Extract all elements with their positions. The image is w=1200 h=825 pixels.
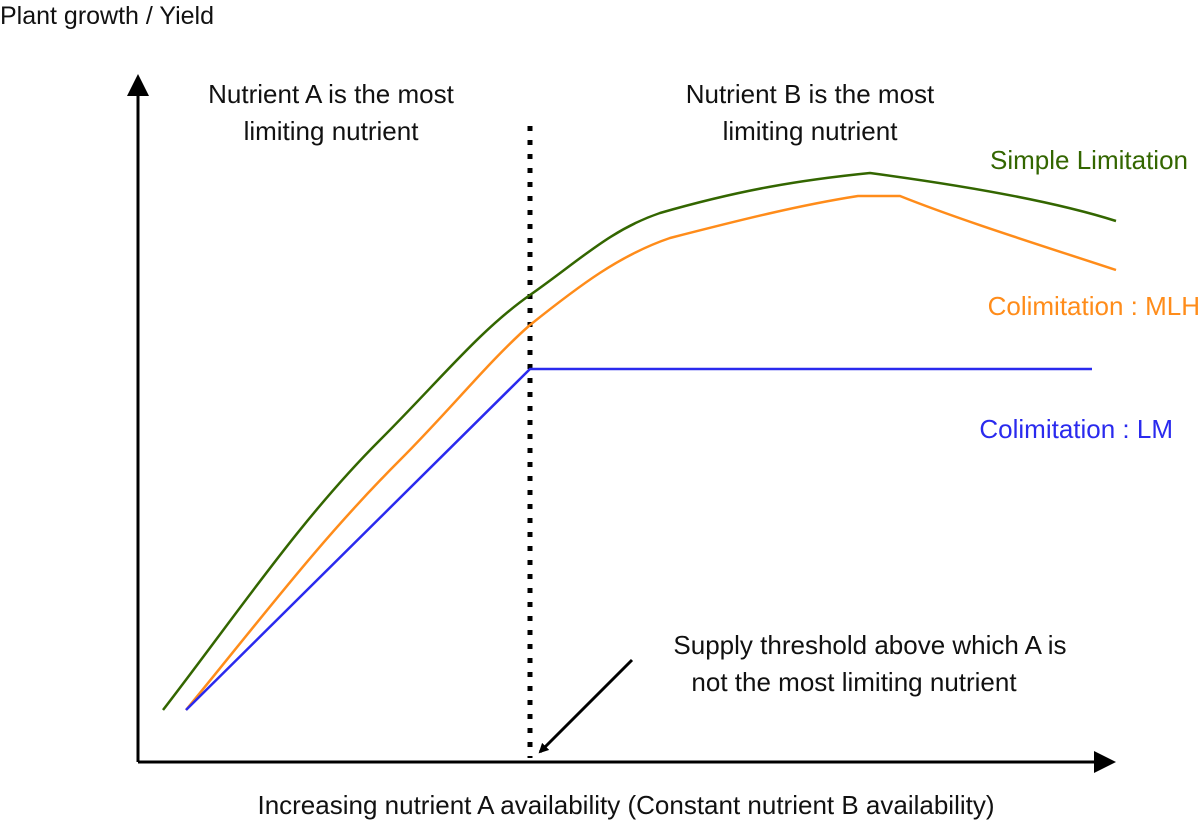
mlh-curve <box>185 194 1117 711</box>
threshold-annotation-line1: Supply threshold above which A is <box>673 630 1066 660</box>
lm-label: Colimitation : LM <box>979 414 1173 444</box>
y-axis-label: Plant growth / Yield <box>0 2 214 30</box>
mlh-label: Colimitation : MLH <box>988 291 1200 321</box>
x-axis-label: Increasing nutrient A availability (Cons… <box>257 790 994 820</box>
threshold-annotation-arrow <box>538 658 634 754</box>
region-right-label-line2: limiting nutrient <box>723 116 899 146</box>
simple-limitation-curve <box>162 171 1117 711</box>
threshold-annotation-line2: not the most limiting nutrient <box>691 667 1017 697</box>
region-left-label-line2: limiting nutrient <box>244 116 420 146</box>
y-axis-arrowhead <box>127 74 149 96</box>
region-left-label-line1: Nutrient A is the most <box>208 79 454 109</box>
region-right-label-line1: Nutrient B is the most <box>686 79 935 109</box>
x-axis-arrowhead <box>1094 751 1116 773</box>
lm-curve <box>185 367 1092 711</box>
simple-limitation-label: Simple Limitation <box>990 145 1188 175</box>
